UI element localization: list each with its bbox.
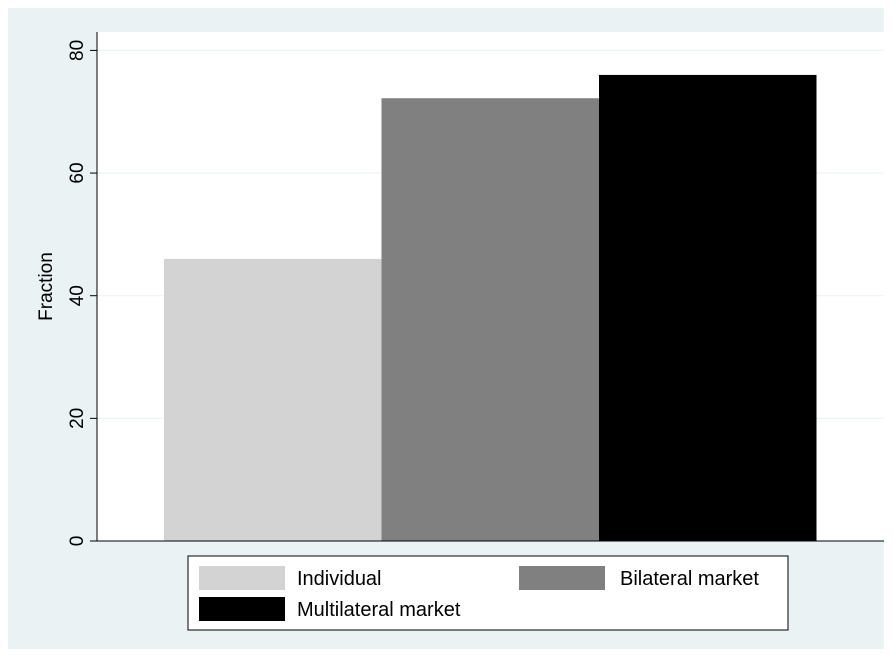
bar-multilateral-market [599,74,817,542]
y-ticks: 0 20 40 60 80 [67,40,97,546]
bars [164,74,817,542]
legend-swatch-bilateral-market [519,566,605,590]
legend-swatch-multilateral-market [199,597,285,621]
y-tick-label: 0 [67,536,88,547]
y-tick-label: 20 [67,408,88,429]
legend-box [187,555,789,631]
bar-individual [164,258,382,541]
y-tick-label: 60 [67,162,88,183]
y-tick-label: 80 [67,40,88,61]
legend-swatch-individual [199,566,285,590]
legend-label-individual: Individual [297,568,382,590]
y-axis-title: Fraction [36,252,57,321]
legend-label-bilateral-market: Bilateral market [620,568,759,590]
y-tick-label: 40 [67,285,88,306]
bar-bilateral-market [381,98,599,541]
legend-label-multilateral-market: Multilateral market [297,599,461,621]
legend: Individual Bilateral market Multilateral… [187,555,789,631]
